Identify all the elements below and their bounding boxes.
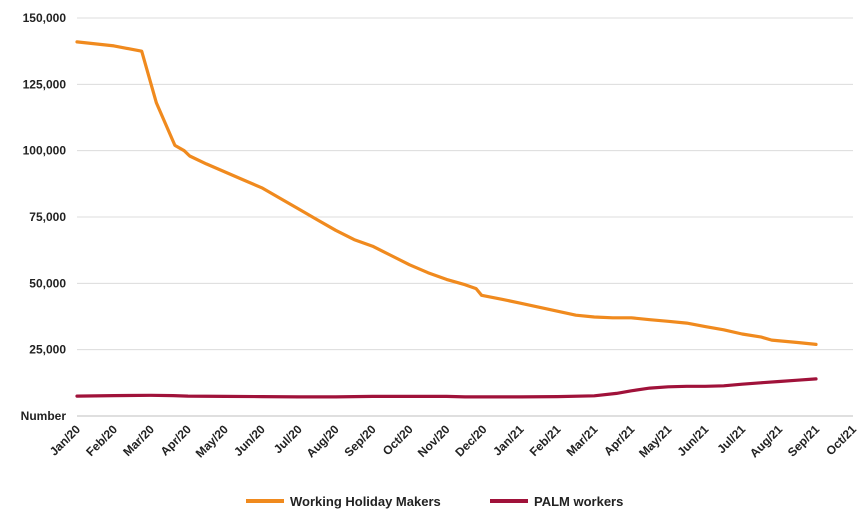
y-tick-label-150-000: 150,000 [23, 11, 67, 25]
series-line-palm-workers [75, 377, 818, 399]
legend-label-working-holiday-makers: Working Holiday Makers [290, 493, 441, 509]
x-tick-label-aug-21: Aug/21 [747, 422, 785, 460]
x-tick-label-dec-20: Dec/20 [452, 422, 489, 459]
x-tick-label-apr-21: Apr/21 [601, 422, 638, 459]
x-tick-label-aug-20: Aug/20 [304, 422, 342, 460]
legend-swatch-working-holiday-makers [246, 499, 284, 503]
x-tick-label-apr-20: Apr/20 [158, 422, 195, 459]
y-tick-label-50-000: 50,000 [29, 276, 66, 290]
legend-item-palm-workers: PALM workers [490, 486, 623, 516]
x-tick-label-oct-20: Oct/20 [380, 422, 416, 458]
x-tick-label-sep-20: Sep/20 [341, 422, 378, 459]
legend-swatch-palm-workers [490, 499, 528, 503]
series-lines [75, 40, 818, 399]
x-tick-label-oct-21: Oct/21 [823, 422, 859, 458]
gridlines [77, 17, 853, 351]
x-tick-label-jul-20: Jul/20 [271, 422, 305, 456]
x-tick-label-jul-21: Jul/21 [714, 422, 748, 456]
x-tick-label-mar-21: Mar/21 [564, 422, 601, 459]
y-tick-label-25-000: 25,000 [29, 343, 66, 357]
legend: Working Holiday Makers PALM workers [0, 486, 867, 516]
y-axis-bottom-label: Number [21, 409, 67, 423]
y-tick-label-100-000: 100,000 [23, 144, 67, 158]
x-tick-label-feb-21: Feb/21 [527, 422, 564, 459]
x-tick-label-nov-20: Nov/20 [415, 422, 453, 460]
y-axis-ticks: 25,000 50,000 75,000 100,000 125,000 150,000 N… [21, 11, 67, 423]
x-tick-label-mar-20: Mar/20 [120, 422, 157, 459]
x-tick-label-jun-20: Jun/20 [231, 422, 268, 459]
x-tick-label-may-21: May/21 [636, 422, 674, 460]
x-tick-label-jan-21: Jan/21 [490, 422, 527, 459]
y-tick-label-125-000: 125,000 [23, 77, 67, 91]
x-tick-label-feb-20: Feb/20 [83, 422, 120, 459]
x-tick-label-jun-21: Jun/21 [675, 422, 712, 459]
x-tick-label-sep-21: Sep/21 [785, 422, 822, 459]
legend-label-palm-workers: PALM workers [534, 493, 624, 509]
series-line-working-holiday-makers [75, 40, 818, 346]
legend-item-working-holiday-makers: Working Holiday Makers [246, 486, 441, 516]
x-tick-label-jan-20: Jan/20 [47, 422, 84, 459]
x-tick-label-may-20: May/20 [193, 422, 231, 460]
y-tick-label-75-000: 75,000 [29, 210, 66, 224]
